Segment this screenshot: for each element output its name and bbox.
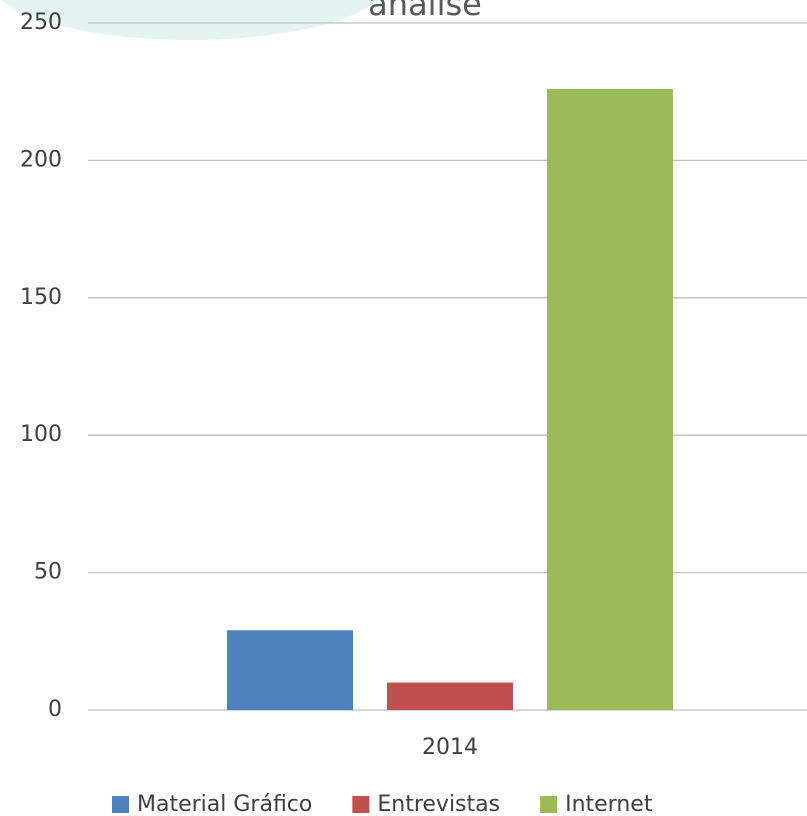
- y-tick-label: 50: [34, 560, 62, 585]
- chart-title: análise: [368, 0, 482, 23]
- y-tick-label: 100: [20, 422, 62, 447]
- legend-swatch: [112, 796, 129, 813]
- x-tick-label: 2014: [422, 735, 478, 760]
- bar: [227, 630, 353, 710]
- legend-label: Internet: [565, 792, 653, 816]
- y-tick-label: 0: [48, 697, 62, 722]
- y-tick-label: 250: [20, 10, 62, 35]
- legend-label: Entrevistas: [377, 792, 500, 816]
- legend-swatch: [540, 796, 558, 813]
- y-tick-label: 150: [20, 285, 62, 310]
- background-decoration: [1, 0, 379, 40]
- legend-label: Material Gráfico: [137, 792, 312, 816]
- bar: [387, 682, 513, 710]
- y-tick-label: 200: [20, 147, 62, 172]
- bar: [547, 88, 673, 710]
- legend-swatch: [352, 796, 370, 813]
